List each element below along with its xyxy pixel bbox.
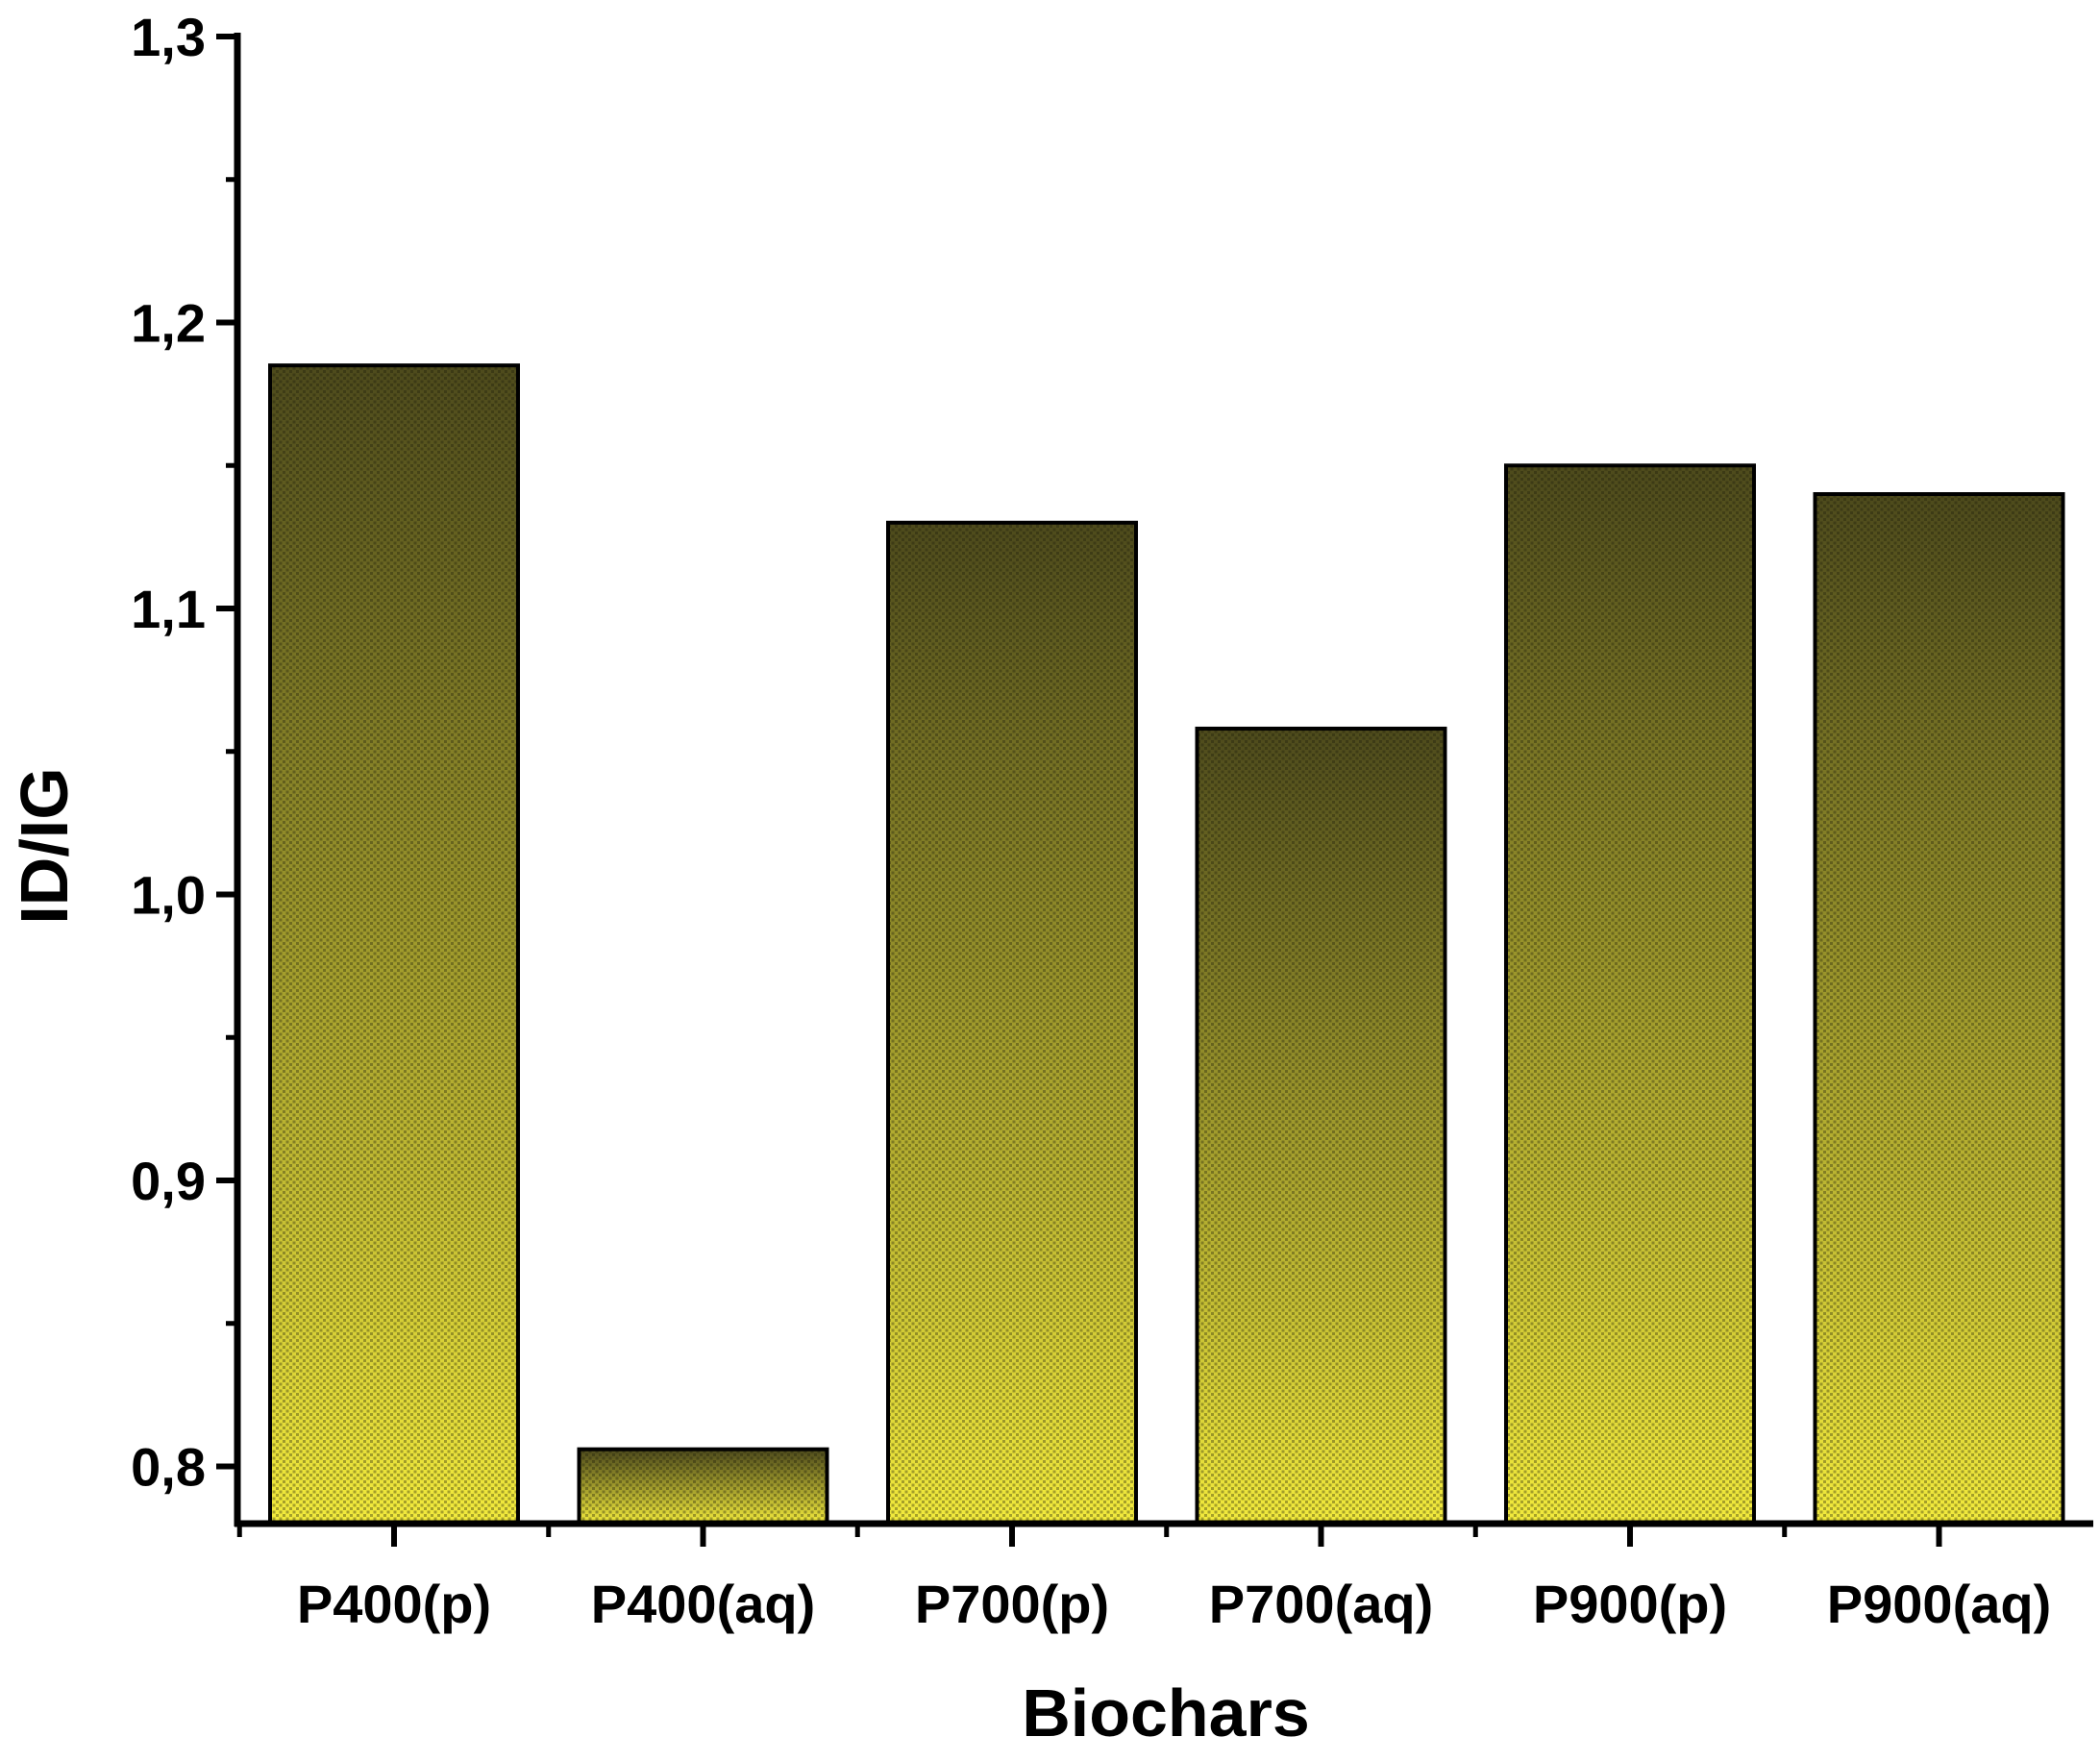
bar-p900-aq — [1813, 492, 2065, 1526]
y-tick-label: 1,2 — [131, 293, 206, 354]
x-tick-label: P400(aq) — [591, 1574, 815, 1634]
bar-p400-p — [268, 363, 520, 1526]
x-axis-title: Biochars — [1022, 1675, 1310, 1750]
bar-p700-p — [886, 520, 1138, 1526]
bar-texture — [1197, 728, 1445, 1524]
x-tick-label: P400(p) — [297, 1574, 491, 1634]
x-tick-label: P700(p) — [915, 1574, 1109, 1634]
bar-texture — [579, 1449, 828, 1524]
y-tick-label: 1,0 — [131, 865, 206, 926]
y-tick-label: 0,9 — [131, 1151, 206, 1211]
x-tick-label: P700(aq) — [1209, 1574, 1433, 1634]
bar-p900-p — [1504, 463, 1756, 1526]
y-tick-label: 0,8 — [131, 1437, 206, 1498]
x-tick-label: P900(p) — [1533, 1574, 1727, 1634]
bars-layer — [268, 363, 2065, 1526]
y-tick-label: 1,1 — [131, 579, 206, 639]
bar-p400-aq — [577, 1447, 829, 1526]
y-tick-label: 1,3 — [131, 7, 206, 67]
bar-texture — [888, 522, 1136, 1524]
axes-layer — [216, 33, 2093, 1547]
labels-layer: 0,8 0,9 1,0 1,1 1,2 1,3 P400(p) P400(aq) P700(p)… — [131, 7, 2051, 1634]
x-tick-label: P900(aq) — [1827, 1574, 2051, 1634]
y-axis-title: ID/IG — [7, 767, 82, 924]
bar-p700-aq — [1195, 726, 1447, 1526]
bar-texture — [1506, 465, 1754, 1524]
bar-texture — [1815, 494, 2063, 1524]
bar-texture — [270, 365, 518, 1524]
